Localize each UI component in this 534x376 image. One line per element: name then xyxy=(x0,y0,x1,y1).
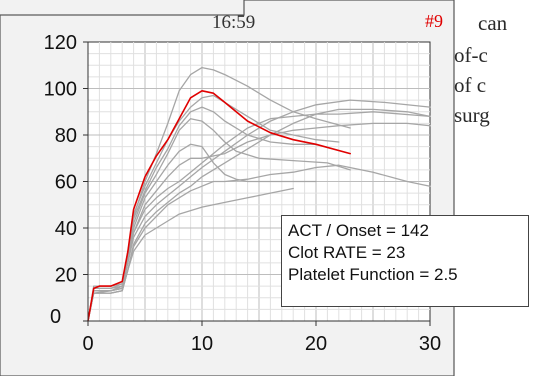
y-axis-ticks: 0 20 40 60 80 100 120 xyxy=(44,32,88,328)
act-onset-label: ACT / Onset = 142 xyxy=(288,221,429,240)
results-box: ACT / Onset = 142 Clot RATE = 23 Platele… xyxy=(281,215,529,307)
timestamp-tab xyxy=(0,0,245,16)
x-tick-label: 30 xyxy=(419,333,441,355)
y-tick-label: 60 xyxy=(55,172,77,194)
page-body-text-block: of-c of c surg xyxy=(454,40,490,130)
patient-curve xyxy=(87,90,351,322)
y-tick-label: 100 xyxy=(44,79,77,101)
x-axis-ticks: 0 10 20 30 xyxy=(82,321,441,355)
y-tick-label: 120 xyxy=(44,32,77,54)
x-tick-label: 0 xyxy=(82,333,93,355)
reference-curves xyxy=(87,66,431,322)
page-text-line: surg xyxy=(454,103,490,127)
platelet-function-label: Platelet Function = 2.5 xyxy=(288,265,458,284)
page-text-line: of-c xyxy=(454,43,488,67)
y-tick-label: 20 xyxy=(55,265,77,287)
clot-rate-label: Clot RATE = 23 xyxy=(288,243,406,262)
timestamp-label: 16:59 xyxy=(212,12,255,33)
y-tick-label: 0 xyxy=(50,306,61,328)
case-label: #9 xyxy=(425,11,443,31)
x-tick-label: 10 xyxy=(191,333,213,355)
patient-series-line xyxy=(87,90,351,322)
reference-series-line xyxy=(87,187,294,322)
y-tick-label: 40 xyxy=(55,218,77,240)
page-text-line: of c xyxy=(454,73,487,97)
reference-series-line xyxy=(87,99,431,322)
x-tick-label: 20 xyxy=(305,333,327,355)
page-text-line: can xyxy=(478,11,508,35)
y-tick-label: 80 xyxy=(55,125,77,147)
page-body-text: can xyxy=(478,10,507,37)
